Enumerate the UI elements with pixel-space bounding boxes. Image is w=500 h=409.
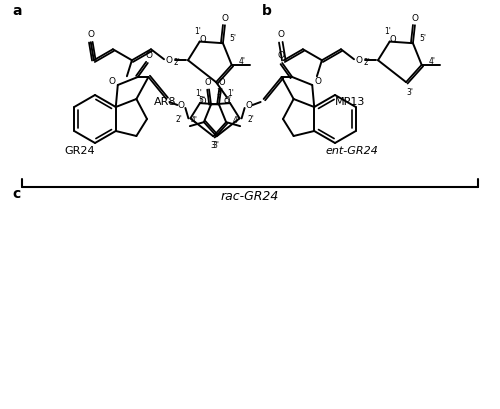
Text: O: O	[222, 14, 228, 23]
Text: rac-GR24: rac-GR24	[221, 191, 279, 204]
Text: O: O	[108, 77, 116, 86]
Text: ent-GR24: ent-GR24	[326, 146, 378, 156]
Text: 5': 5'	[420, 34, 426, 43]
Text: 3': 3'	[406, 88, 414, 97]
Text: GR24: GR24	[64, 146, 96, 156]
Text: O: O	[146, 52, 152, 61]
Text: 3': 3'	[210, 141, 217, 150]
Text: 1': 1'	[194, 27, 201, 36]
Text: 2': 2'	[364, 58, 370, 67]
Text: O: O	[390, 35, 396, 44]
Text: 3': 3'	[213, 141, 220, 150]
Text: 4': 4'	[232, 116, 239, 125]
Text: O: O	[88, 30, 94, 39]
Text: 4': 4'	[428, 57, 435, 66]
Text: c: c	[12, 187, 20, 201]
Text: b: b	[262, 4, 272, 18]
Text: 4': 4'	[190, 116, 198, 125]
Text: a: a	[12, 4, 22, 18]
Text: O: O	[412, 14, 418, 23]
Text: AR8: AR8	[154, 97, 176, 107]
Text: 1': 1'	[228, 89, 234, 98]
Text: 5': 5'	[230, 34, 236, 43]
Text: 4': 4'	[238, 57, 245, 66]
Text: 2': 2'	[174, 58, 180, 67]
Text: O: O	[314, 77, 322, 86]
Text: 2': 2'	[247, 115, 254, 124]
Text: MP13: MP13	[335, 97, 365, 107]
Text: O: O	[245, 101, 252, 110]
Text: O: O	[218, 78, 226, 87]
Text: 2': 2'	[176, 115, 183, 124]
Text: O: O	[356, 56, 362, 65]
Text: 1': 1'	[384, 27, 391, 36]
Text: 3': 3'	[216, 88, 224, 97]
Text: O: O	[278, 52, 284, 61]
Text: O: O	[200, 35, 206, 44]
Text: O: O	[278, 30, 284, 39]
Text: 1': 1'	[196, 89, 202, 98]
Text: O: O	[200, 97, 206, 106]
Text: 5': 5'	[224, 96, 232, 105]
Text: O: O	[204, 78, 212, 87]
Text: O: O	[178, 101, 185, 110]
Text: 5': 5'	[198, 96, 205, 105]
Text: O: O	[166, 56, 172, 65]
Text: O: O	[224, 97, 230, 106]
